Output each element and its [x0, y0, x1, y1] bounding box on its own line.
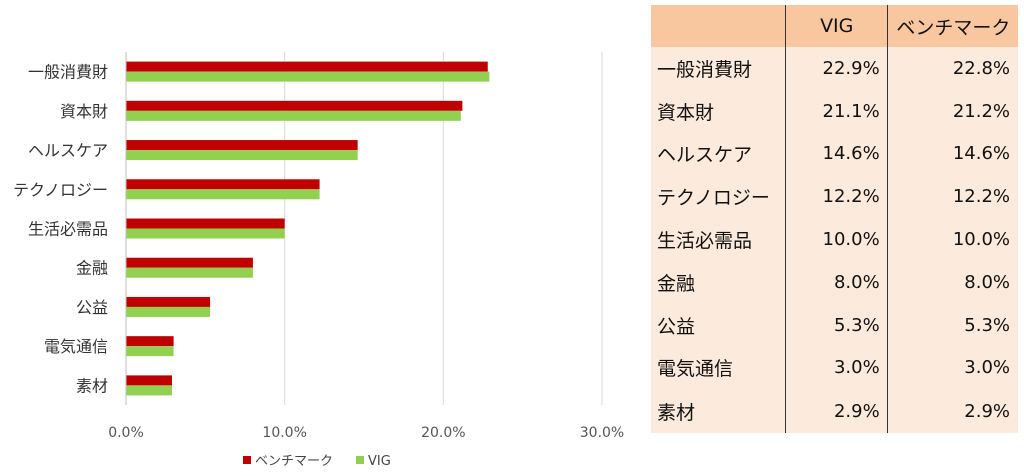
- bar-benchmark: [126, 61, 488, 72]
- table-cell-vig: 21.1%: [784, 89, 888, 133]
- table-header-benchmark: ベンチマーク: [886, 5, 1018, 47]
- bar-benchmark: [126, 257, 253, 268]
- table-cell-benchmark: 22.8%: [886, 47, 1018, 90]
- table-cell-vig: 2.9%: [784, 389, 888, 434]
- table-row: テクノロジー 12.2% 12.2%: [651, 175, 1018, 219]
- allocation-table: VIG ベンチマーク 一般消費財 22.9% 22.8% 資本財 21.1% 2…: [651, 5, 1018, 434]
- table-cell-benchmark: 14.6%: [886, 132, 1018, 176]
- table-cell-benchmark: 12.2%: [886, 175, 1018, 219]
- table-cell-vig: 22.9%: [784, 47, 888, 90]
- category-label: 生活必需品: [28, 220, 108, 239]
- category-label: 公益: [76, 298, 108, 317]
- bar-benchmark: [126, 179, 320, 190]
- table-row: 生活必需品 10.0% 10.0%: [651, 218, 1018, 261]
- table-cell-sector: 電気通信: [651, 346, 786, 390]
- bar-vig: [126, 71, 490, 82]
- x-tick-label: 10.0%: [262, 425, 306, 441]
- table-cell-sector: 素材: [651, 389, 786, 434]
- bar-vig: [126, 150, 358, 161]
- table-cell-benchmark: 21.2%: [886, 89, 1018, 133]
- table-cell-vig: 14.6%: [784, 132, 888, 176]
- table-row: 資本財 21.1% 21.2%: [651, 89, 1018, 133]
- x-tick-label: 0.0%: [108, 425, 144, 441]
- table-row: 電気通信 3.0% 3.0%: [651, 346, 1018, 390]
- category-label: 素材: [76, 376, 108, 395]
- bar-vig: [126, 385, 173, 396]
- category-label: 電気通信: [44, 337, 108, 356]
- table-row: 一般消費財 22.9% 22.8%: [651, 47, 1018, 90]
- x-tick-label: 30.0%: [580, 425, 624, 441]
- table-cell-sector: 公益: [651, 303, 786, 347]
- table-cell-sector: ヘルスケア: [651, 132, 786, 176]
- bar-vig: [126, 306, 211, 317]
- x-tick-label: 20.0%: [421, 425, 465, 441]
- category-label: テクノロジー: [13, 180, 108, 199]
- table-cell-benchmark: 5.3%: [886, 303, 1018, 347]
- table-cell-benchmark: 2.9%: [886, 389, 1018, 434]
- category-label: 一般消費財: [28, 63, 108, 82]
- table-cell-sector: テクノロジー: [651, 175, 786, 219]
- bar-benchmark: [126, 218, 285, 229]
- table-cell-sector: 一般消費財: [651, 47, 786, 90]
- table-cell-benchmark: 10.0%: [886, 218, 1018, 261]
- category-label: 金融: [76, 259, 108, 278]
- bar-benchmark: [126, 140, 358, 151]
- category-label: ヘルスケア: [28, 141, 108, 160]
- table-cell-vig: 10.0%: [784, 218, 888, 261]
- bar-benchmark: [126, 336, 174, 347]
- table-row: ヘルスケア 14.6% 14.6%: [651, 132, 1018, 176]
- bar-vig: [126, 267, 253, 278]
- category-label: 資本財: [60, 102, 108, 121]
- table-cell-vig: 5.3%: [784, 303, 888, 347]
- bar-vig: [126, 189, 320, 200]
- table-cell-benchmark: 3.0%: [886, 346, 1018, 390]
- bar-vig: [126, 110, 461, 121]
- table-cell-sector: 生活必需品: [651, 218, 786, 261]
- table-row: 素材 2.9% 2.9%: [651, 389, 1018, 434]
- legend-swatch-benchmark: [243, 456, 251, 464]
- table-row: 公益 5.3% 5.3%: [651, 303, 1018, 347]
- bar-vig: [126, 346, 174, 357]
- table-cell-vig: 12.2%: [784, 175, 888, 219]
- bar-vig: [126, 228, 285, 239]
- table-header-row: VIG ベンチマーク: [651, 5, 1018, 47]
- table-header-vig: VIG: [784, 5, 888, 47]
- bar-benchmark: [126, 375, 173, 386]
- bar-benchmark: [126, 100, 463, 111]
- bar-benchmark: [126, 296, 211, 307]
- table-cell-sector: 資本財: [651, 89, 786, 133]
- table-cell-vig: 8.0%: [784, 260, 888, 304]
- table-header-sector: [651, 5, 786, 47]
- table-row: 金融 8.0% 8.0%: [651, 260, 1018, 304]
- legend-swatch-vig: [356, 456, 364, 464]
- table-cell-vig: 3.0%: [784, 346, 888, 390]
- legend-label: ベンチマーク: [255, 454, 333, 469]
- table-cell-sector: 金融: [651, 260, 786, 304]
- table-cell-benchmark: 8.0%: [886, 260, 1018, 304]
- legend-label: VIG: [368, 454, 391, 469]
